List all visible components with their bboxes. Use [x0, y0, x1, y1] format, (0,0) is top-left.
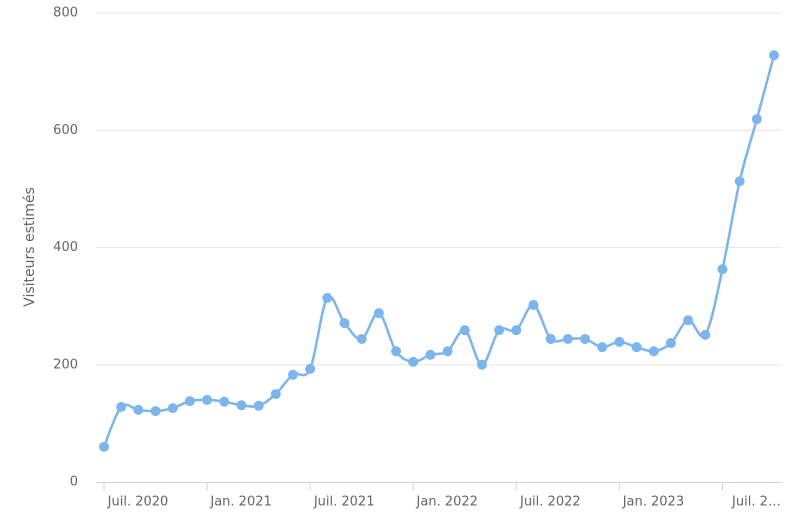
point: [528, 299, 539, 310]
point: [236, 400, 247, 411]
point: [356, 333, 367, 344]
point: [133, 404, 144, 415]
point: [734, 176, 745, 187]
point: [408, 356, 419, 367]
point: [305, 363, 316, 374]
point: [339, 318, 350, 329]
y-tick-label: 400: [53, 240, 78, 255]
point: [322, 292, 333, 303]
point: [184, 396, 195, 407]
point: [459, 325, 470, 336]
point: [99, 441, 109, 452]
point: [562, 333, 573, 344]
point: [270, 389, 281, 400]
point: [150, 406, 161, 417]
point: [425, 349, 436, 360]
point: [769, 50, 780, 61]
point: [545, 333, 556, 344]
x-tick-label: Juil. 2021: [313, 495, 375, 510]
point: [494, 325, 505, 336]
point: [253, 400, 264, 411]
point: [631, 342, 642, 353]
point: [614, 336, 625, 347]
y-tick-label: 800: [53, 6, 78, 21]
point: [683, 315, 694, 326]
x-tick-label: Juil. 2022: [519, 495, 581, 510]
y-axis-label: Visiteurs estimés: [22, 187, 38, 307]
point: [202, 394, 213, 405]
point: [751, 114, 762, 125]
point: [373, 308, 384, 319]
y-tick-label: 0: [70, 475, 78, 490]
x-tick-label: Jan. 2021: [209, 495, 271, 510]
point: [442, 346, 453, 357]
y-tick-label: 600: [53, 123, 78, 138]
point: [476, 359, 487, 370]
point: [511, 325, 522, 336]
point: [580, 333, 591, 344]
point: [116, 401, 127, 412]
point: [391, 346, 402, 357]
point: [287, 369, 298, 380]
point: [717, 264, 728, 275]
line: [102, 54, 776, 448]
point: [597, 342, 608, 353]
x-tick-label: Jan. 2023: [622, 495, 684, 510]
x-tick-label: Jan. 2022: [416, 495, 478, 510]
x-tick-label: Juil. 2020: [107, 495, 169, 510]
point: [219, 396, 230, 407]
x-tick-label: Juil. 2…: [731, 495, 781, 510]
point: [648, 346, 659, 357]
point: [665, 338, 676, 349]
y-tick-label: 200: [53, 357, 78, 372]
point: [167, 403, 178, 414]
point: [700, 329, 711, 340]
